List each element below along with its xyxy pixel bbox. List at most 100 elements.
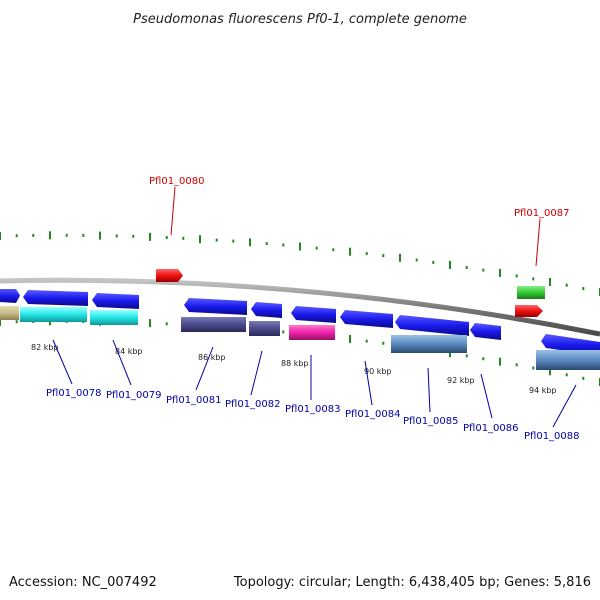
leader-line (552, 384, 577, 428)
scale-tick-minor (482, 357, 485, 361)
scale-tick-minor (32, 233, 35, 237)
locus-label-blue[interactable]: Pfl01_0085 (403, 416, 459, 427)
scale-tick-minor (465, 266, 468, 269)
scale-tick-minor (215, 238, 218, 242)
kbp-label: 84 kbp (115, 347, 143, 356)
rna-feature-0087[interactable] (515, 305, 543, 317)
scale-tick-minor (282, 330, 285, 334)
scale-tick-minor (582, 287, 585, 291)
scale-tick-minor (165, 236, 168, 239)
cds-arrow[interactable] (0, 289, 20, 303)
gene-feature-0083[interactable] (289, 325, 335, 340)
locus-label-blue[interactable]: Pfl01_0082 (225, 399, 281, 410)
cds-arrow[interactable] (251, 302, 282, 318)
scale-tick-minor (465, 354, 468, 358)
scale-tick-major (349, 247, 351, 256)
locus-label-blue[interactable]: Pfl01_0079 (106, 390, 162, 401)
locus-label-red[interactable]: Pfl01_0087 (514, 208, 570, 219)
scale-tick-minor (515, 363, 518, 367)
map-title: Pseudomonas fluorescens Pf0-1, complete … (133, 12, 467, 27)
leader-line (480, 373, 493, 419)
scale-tick-major (449, 260, 451, 269)
scale-labels: 82 kbp 84 kbp 86 kbp 88 kbp 90 kbp 92 kb… (31, 343, 557, 395)
scale-tick-major (149, 319, 151, 328)
gene-feature-0085[interactable] (391, 335, 467, 353)
locus-label-blue[interactable]: Pfl01_0081 (166, 395, 222, 406)
scale-tick-major (249, 238, 251, 247)
leader-line (535, 218, 541, 267)
scale-tick-major (0, 318, 1, 326)
leader-line (250, 350, 263, 396)
gene-feature-0078-cyan[interactable] (20, 307, 87, 322)
feature-track-lower (0, 306, 600, 370)
scale-tick-major (49, 231, 51, 240)
cds-arrow[interactable] (23, 290, 88, 306)
kbp-label: 82 kbp (31, 343, 59, 352)
bottom-locus-labels: Pfl01_0078 Pfl01_0079 Pfl01_0081 Pfl01_0… (46, 339, 580, 442)
outer-scale-ticks (0, 231, 600, 296)
gene-feature-0079[interactable] (90, 310, 138, 325)
scale-tick-minor (482, 268, 485, 272)
scale-tick-major (499, 357, 501, 366)
cds-arrow[interactable] (184, 298, 247, 315)
scale-tick-major (399, 253, 401, 262)
scale-tick-major (199, 235, 201, 244)
gene-feature-0088[interactable] (536, 350, 600, 370)
gene-feature-0081[interactable] (181, 317, 246, 332)
scale-tick-minor (115, 234, 118, 238)
scale-tick-minor (232, 239, 235, 243)
scale-tick-major (349, 335, 351, 343)
cds-arrow[interactable] (470, 323, 501, 340)
cds-track-blue (0, 289, 600, 356)
scale-tick-major (549, 278, 551, 286)
leader-line (52, 339, 73, 385)
scale-tick-minor (565, 373, 568, 377)
gene-feature-0082[interactable] (249, 321, 280, 336)
scale-tick-minor (582, 376, 585, 380)
leader-line (364, 360, 373, 406)
scale-tick-minor (365, 252, 368, 256)
leader-line (427, 367, 431, 413)
scale-tick-major (549, 367, 551, 376)
scale-tick-minor (532, 277, 535, 281)
leader-line (170, 186, 176, 236)
locus-label-blue[interactable]: Pfl01_0083 (285, 404, 341, 415)
locus-label-red[interactable]: Pfl01_0080 (149, 176, 205, 187)
kbp-label: 86 kbp (198, 353, 226, 362)
locus-label-blue[interactable]: Pfl01_0088 (524, 431, 580, 442)
scale-tick-minor (415, 258, 418, 262)
scale-tick-minor (132, 234, 135, 238)
cds-arrow[interactable] (291, 306, 336, 323)
leader-line (195, 346, 214, 391)
scale-tick-minor (382, 341, 385, 345)
scale-tick-minor (65, 233, 68, 237)
scale-tick-major (0, 232, 1, 240)
scale-tick-minor (182, 236, 185, 240)
gene-feature-0078-khaki[interactable] (0, 306, 19, 320)
rna-feature-0080[interactable] (156, 269, 183, 282)
cds-arrow[interactable] (340, 310, 393, 328)
locus-label-blue[interactable]: Pfl01_0086 (463, 423, 519, 434)
locus-label-blue[interactable]: Pfl01_0078 (46, 388, 102, 399)
leader-line (112, 339, 132, 386)
scale-tick-major (499, 268, 501, 277)
locus-label-blue[interactable]: Pfl01_0084 (345, 409, 401, 420)
scale-tick-minor (365, 339, 368, 343)
scale-tick-minor (515, 274, 518, 278)
kbp-label: 90 kbp (364, 367, 392, 376)
accession-text: Accession: NC_007492 (9, 575, 157, 590)
scale-tick-major (449, 349, 451, 358)
scale-tick-minor (82, 233, 85, 237)
gene-feature-0087-green[interactable] (517, 286, 545, 299)
scale-tick-minor (15, 234, 18, 238)
top-locus-labels: Pfl01_0080 Pfl01_0087 (149, 176, 570, 267)
scale-tick-minor (315, 246, 318, 250)
cds-arrow[interactable] (92, 293, 139, 309)
kbp-label: 92 kbp (447, 376, 475, 385)
kbp-label: 88 kbp (281, 359, 309, 368)
cds-arrow[interactable] (395, 315, 469, 336)
scale-tick-minor (165, 322, 168, 326)
scale-tick-minor (265, 242, 268, 246)
topology-text: Topology: circular; Length: 6,438,405 bp… (233, 575, 591, 590)
